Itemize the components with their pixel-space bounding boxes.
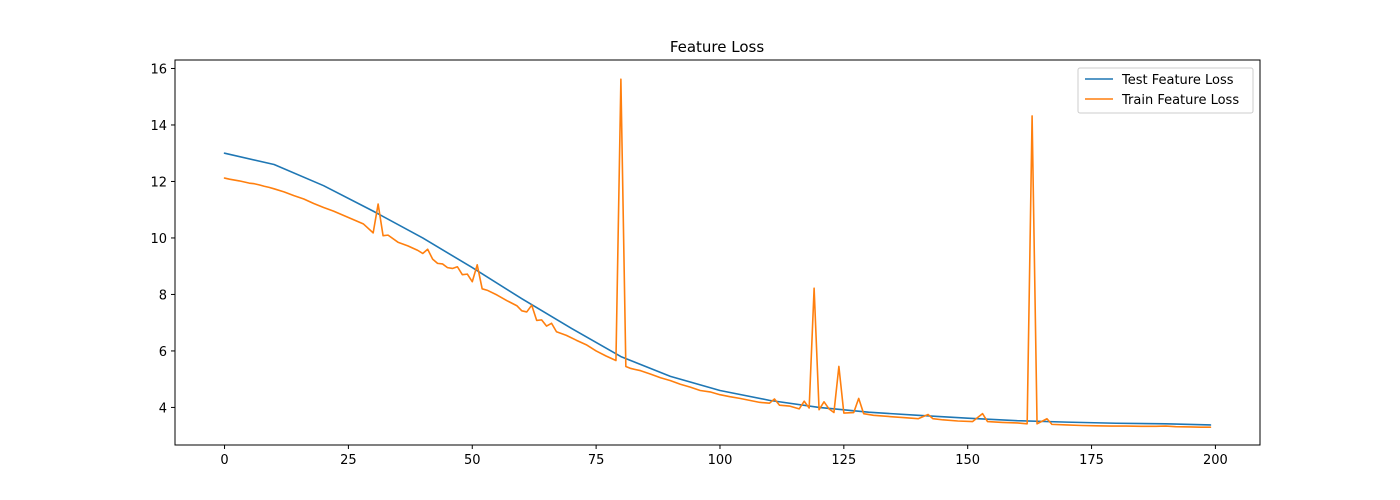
x-tick-label: 125 xyxy=(831,453,856,468)
x-tick-label: 0 xyxy=(220,453,228,468)
y-tick-label: 16 xyxy=(150,62,167,77)
y-tick-label: 4 xyxy=(159,401,167,416)
chart-title: Feature Loss xyxy=(670,38,765,56)
series-layer xyxy=(225,79,1211,427)
x-axis: 0 25 50 75 100 125 150 175 200 xyxy=(220,445,1227,468)
x-tick-label: 175 xyxy=(1079,453,1104,468)
x-tick-label: 25 xyxy=(340,453,357,468)
y-tick-label: 10 xyxy=(150,232,167,247)
y-tick-label: 8 xyxy=(159,288,167,303)
x-tick-label: 75 xyxy=(588,453,605,468)
y-tick-label: 12 xyxy=(150,175,167,190)
x-tick-label: 100 xyxy=(708,453,733,468)
series-line-test-feature-loss xyxy=(225,153,1211,425)
legend-label-test: Test Feature Loss xyxy=(1121,73,1234,88)
y-tick-label: 6 xyxy=(159,345,167,360)
y-axis: 4 6 8 10 12 14 16 xyxy=(150,62,175,416)
y-tick-label: 14 xyxy=(150,119,167,134)
plot-area-frame xyxy=(175,60,1260,445)
x-tick-label: 150 xyxy=(955,453,980,468)
series-line-train-feature-loss xyxy=(225,79,1211,427)
legend-label-train: Train Feature Loss xyxy=(1121,93,1239,108)
x-tick-label: 50 xyxy=(464,453,481,468)
legend: Test Feature Loss Train Feature Loss xyxy=(1078,68,1253,113)
x-tick-label: 200 xyxy=(1203,453,1228,468)
